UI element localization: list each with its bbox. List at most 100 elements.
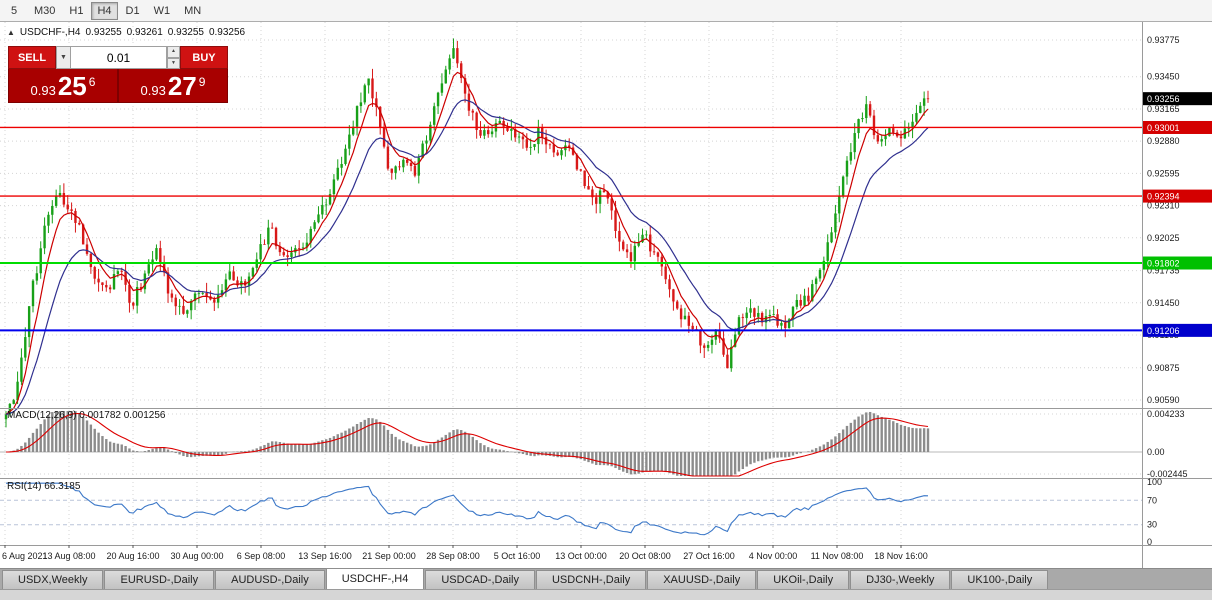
chart-tab-dj30-weekly[interactable]: DJ30-,Weekly bbox=[850, 570, 951, 589]
svg-text:0.91450: 0.91450 bbox=[1147, 298, 1180, 308]
one-click-trading-panel: SELL ▼ ▲ ▼ BUY 0.93 25 6 0.93 27 9 bbox=[8, 46, 228, 103]
buy-button[interactable]: BUY bbox=[180, 46, 228, 69]
ma-slow-line bbox=[5, 99, 929, 416]
timeframe-buttons: 5 M30 H1 H4 D1 W1 MN bbox=[2, 1, 209, 20]
svg-text:6 Sep 08:00: 6 Sep 08:00 bbox=[237, 551, 286, 561]
price-badge-0.93001[interactable] bbox=[1143, 120, 1212, 134]
volume-spinner: ▲ ▼ bbox=[167, 46, 180, 69]
timeframe-button-M30[interactable]: M30 bbox=[28, 2, 61, 20]
chart-tab-audusd-daily[interactable]: AUDUSD-,Daily bbox=[215, 570, 325, 589]
sell-price-display[interactable]: 0.93 25 6 bbox=[9, 69, 117, 102]
svg-text:0.92025: 0.92025 bbox=[1147, 233, 1180, 243]
price-divider bbox=[117, 69, 119, 102]
ohlc-low: 0.93255 bbox=[167, 27, 204, 38]
chart-plot-area[interactable] bbox=[0, 22, 1142, 545]
timeframe-button-D1[interactable]: D1 bbox=[120, 2, 146, 20]
chart-tab-usdcnh-daily[interactable]: USDCNH-,Daily bbox=[535, 570, 647, 589]
svg-text:100: 100 bbox=[1147, 477, 1162, 487]
svg-text:0.92394: 0.92394 bbox=[1147, 192, 1180, 202]
volume-dropdown-icon[interactable]: ▼ bbox=[56, 46, 71, 69]
macd-axis-labels: 0.004233 0.00 -0.002445 bbox=[1147, 409, 1188, 479]
chart-tabs-bar: USDX,Weekly EURUSD-,Daily AUDUSD-,Daily USD… bbox=[0, 568, 1212, 589]
ohlc-close: 0.93256 bbox=[208, 27, 246, 38]
timeframe-toolbar: 5 M30 H1 H4 D1 W1 MN bbox=[0, 0, 1212, 22]
chart-tab-eurusd-daily[interactable]: EURUSD-,Daily bbox=[104, 570, 215, 589]
timeframe-button-W1[interactable]: W1 bbox=[148, 2, 177, 20]
svg-text:6 Aug 2021: 6 Aug 2021 bbox=[2, 551, 48, 561]
svg-text:27 Oct 16:00: 27 Oct 16:00 bbox=[683, 551, 735, 561]
timeframe-button-MN[interactable]: MN bbox=[178, 2, 207, 20]
svg-text:28 Sep 08:00: 28 Sep 08:00 bbox=[426, 551, 480, 561]
macd-signal-value: 0.001256 bbox=[123, 410, 166, 421]
svg-text:13 Oct 00:00: 13 Oct 00:00 bbox=[555, 551, 607, 561]
horizontal-level-lines bbox=[0, 126, 1142, 332]
macd-main-value: 0.001782 bbox=[79, 410, 121, 421]
sell-price-base: 0.93 bbox=[30, 83, 56, 98]
svg-text:13 Sep 16:00: 13 Sep 16:00 bbox=[298, 551, 352, 561]
chart-tab-ukoil-daily[interactable]: UKOil-,Daily bbox=[757, 570, 850, 589]
rsi-line bbox=[6, 482, 929, 536]
price-badge-0.91206[interactable] bbox=[1143, 323, 1212, 337]
timeframe-button-5[interactable]: 5 bbox=[2, 2, 26, 20]
status-bar bbox=[0, 589, 1212, 600]
price-axis-labels: 0.93775 0.93450 0.93165 0.92880 0.92595 0.923… bbox=[1147, 35, 1180, 405]
buy-price-pips: 27 bbox=[167, 71, 197, 101]
svg-text:0.93165: 0.93165 bbox=[1147, 104, 1180, 114]
svg-text:20 Aug 16:00: 20 Aug 16:00 bbox=[106, 551, 159, 561]
chart-tab-usdx-weekly[interactable]: USDX,Weekly bbox=[2, 570, 104, 589]
svg-text:4 Nov 00:00: 4 Nov 00:00 bbox=[749, 551, 798, 561]
ma-fast-line bbox=[5, 71, 929, 415]
expand-icon[interactable]: ▲ bbox=[7, 28, 15, 37]
symbol-timeframe-label: USDCHF-,H4 bbox=[19, 27, 81, 38]
sell-button[interactable]: SELL bbox=[8, 46, 56, 69]
svg-text:11 Nov 08:00: 11 Nov 08:00 bbox=[811, 551, 864, 561]
svg-text:0.92880: 0.92880 bbox=[1147, 136, 1180, 146]
volume-down-icon[interactable]: ▼ bbox=[167, 57, 180, 69]
buy-price-display[interactable]: 0.93 27 9 bbox=[119, 69, 227, 102]
macd-name: MACD(12,26,9) bbox=[7, 410, 77, 421]
svg-text:13 Aug 08:00: 13 Aug 08:00 bbox=[42, 551, 95, 561]
svg-text:0.92595: 0.92595 bbox=[1147, 168, 1180, 178]
svg-text:0.93775: 0.93775 bbox=[1147, 35, 1180, 45]
svg-text:0.92310: 0.92310 bbox=[1147, 201, 1180, 211]
svg-text:18 Nov 16:00: 18 Nov 16:00 bbox=[874, 551, 928, 561]
ohlc-header: ▲ USDCHF-,H4 0.93255 0.93261 0.93255 0.9… bbox=[7, 27, 245, 38]
svg-text:0.91802: 0.91802 bbox=[1147, 259, 1180, 269]
rsi-name: RSI(14) bbox=[7, 481, 42, 492]
sell-price-point: 6 bbox=[88, 75, 96, 89]
ohlc-open: 0.93255 bbox=[85, 27, 122, 38]
macd-histogram bbox=[8, 411, 930, 476]
price-chart-svg: 0.93775 0.93450 0.93165 0.92880 0.92595 0.923… bbox=[0, 22, 1212, 568]
svg-text:0.91206: 0.91206 bbox=[1147, 326, 1180, 336]
rsi-axis-labels: 100 70 30 0 bbox=[1147, 477, 1162, 547]
svg-text:0.93256: 0.93256 bbox=[1147, 94, 1180, 104]
svg-text:5 Oct 16:00: 5 Oct 16:00 bbox=[494, 551, 541, 561]
timeframe-button-H4[interactable]: H4 bbox=[91, 1, 118, 20]
chart-tab-uk100-daily[interactable]: UK100-,Daily bbox=[951, 570, 1049, 589]
svg-text:70: 70 bbox=[1147, 495, 1157, 505]
svg-text:0.90590: 0.90590 bbox=[1147, 395, 1180, 405]
timeframe-button-H1[interactable]: H1 bbox=[63, 2, 89, 20]
price-badges: 0.93256 0.93001 0.92394 0.91802 0.91206 bbox=[1143, 92, 1212, 337]
chart-tab-usdcad-daily[interactable]: USDCAD-,Daily bbox=[425, 570, 535, 589]
macd-signal-line bbox=[5, 412, 929, 477]
svg-text:20 Oct 08:00: 20 Oct 08:00 bbox=[619, 551, 671, 561]
svg-text:0.90875: 0.90875 bbox=[1147, 363, 1180, 373]
volume-up-icon[interactable]: ▲ bbox=[167, 46, 180, 58]
svg-text:0.93450: 0.93450 bbox=[1147, 72, 1180, 82]
volume-input[interactable] bbox=[71, 46, 167, 69]
price-badge-0.92394[interactable] bbox=[1143, 189, 1212, 203]
macd-label: MACD(12,26,9) 0.001782 0.001256 bbox=[7, 410, 165, 421]
ohlc-high: 0.93261 bbox=[126, 27, 163, 38]
price-badge-0.91802[interactable] bbox=[1143, 256, 1212, 270]
chart-tab-xauusd-daily[interactable]: XAUUSD-,Daily bbox=[647, 570, 757, 589]
chart-window: 0.93775 0.93450 0.93165 0.92880 0.92595 0.923… bbox=[0, 22, 1212, 568]
sell-price-pips: 25 bbox=[57, 71, 87, 101]
rsi-label: RSI(14) 66.3185 bbox=[7, 481, 80, 492]
buy-price-base: 0.93 bbox=[140, 83, 166, 98]
svg-text:0.91735: 0.91735 bbox=[1147, 266, 1180, 276]
svg-text:30: 30 bbox=[1147, 520, 1157, 530]
chart-tab-usdchf-h4[interactable]: USDCHF-,H4 bbox=[325, 568, 425, 589]
price-badge-0.93256[interactable] bbox=[1143, 92, 1212, 106]
